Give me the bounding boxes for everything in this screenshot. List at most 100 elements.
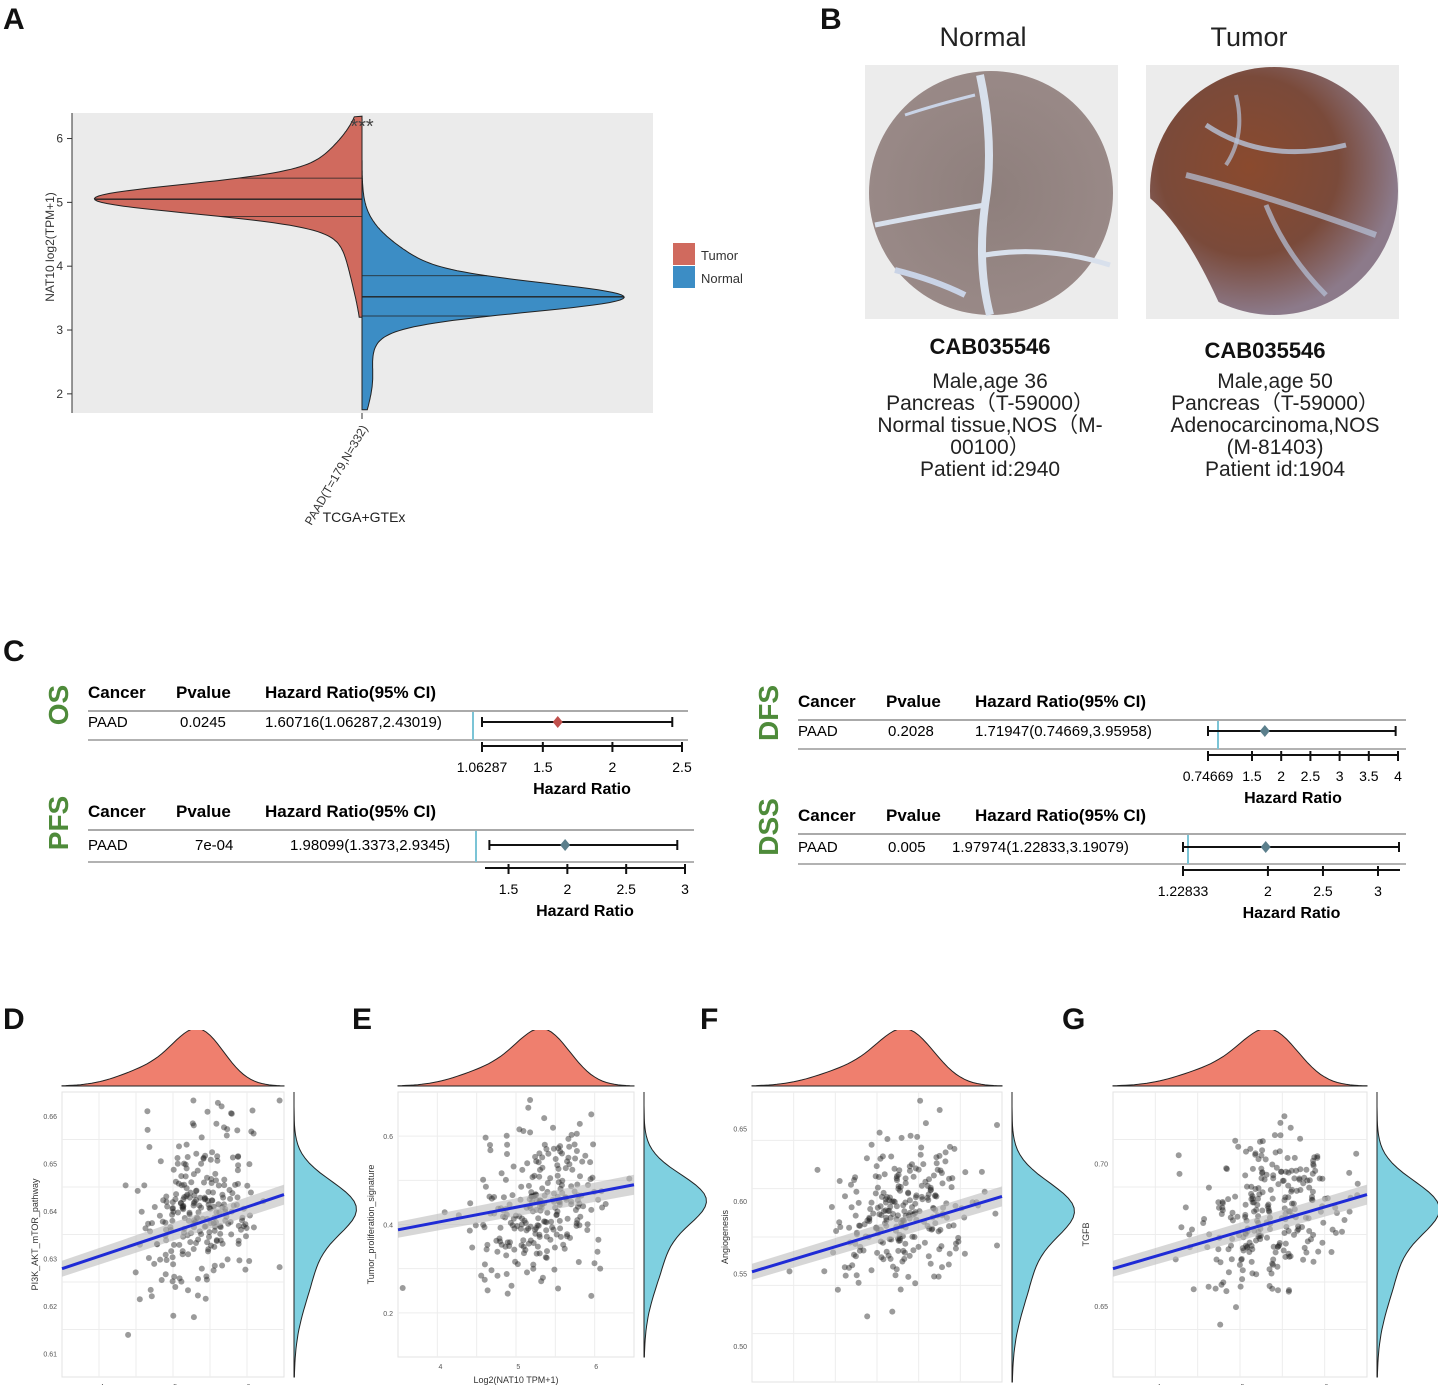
- legend-label-normal: Normal: [701, 271, 743, 286]
- scatter-point: [1229, 1217, 1236, 1224]
- scatter-point: [573, 1148, 580, 1154]
- scatter-point: [1282, 1253, 1289, 1260]
- scatter-point: [901, 1255, 908, 1262]
- scatter-point: [169, 1205, 176, 1212]
- scatter-point: [1291, 1231, 1297, 1238]
- scatter-point: [163, 1257, 170, 1263]
- scatter-point: [533, 1225, 540, 1231]
- cell-cancer: PAAD: [798, 839, 838, 856]
- ihc-tumor-line: Male,age 50: [1217, 370, 1333, 393]
- scatter-point: [557, 1143, 564, 1150]
- scatter-point: [486, 1193, 493, 1200]
- scatter-point: [206, 1229, 213, 1236]
- scatter-point: [856, 1222, 863, 1229]
- scatter-point: [910, 1173, 917, 1180]
- cell-hr: 1.98099(1.3373,2.9345): [290, 837, 450, 854]
- scatter-point: [555, 1179, 562, 1186]
- scatter-point: [171, 1273, 178, 1280]
- scatter-point: [1285, 1182, 1292, 1189]
- scatter-point: [1311, 1154, 1318, 1161]
- scatter-point: [1228, 1242, 1234, 1249]
- scatter-point: [1285, 1228, 1292, 1234]
- scatter-point: [530, 1265, 537, 1272]
- scatter-point: [198, 1160, 205, 1167]
- scatter-point: [868, 1267, 875, 1274]
- scatter-point: [566, 1161, 573, 1168]
- scatter-point: [202, 1295, 209, 1302]
- scatter-point: [559, 1150, 565, 1157]
- forest-tick-label: 2: [563, 881, 571, 897]
- scatter-point: [498, 1170, 505, 1177]
- scatter-point: [1308, 1236, 1314, 1243]
- scatter-point: [992, 1210, 999, 1217]
- scatter-point: [962, 1169, 969, 1176]
- scatter-point: [239, 1217, 245, 1224]
- scatter-point: [1236, 1261, 1243, 1268]
- scatter-point: [1294, 1227, 1301, 1234]
- scatter-point: [549, 1224, 556, 1231]
- scatter-point: [553, 1231, 560, 1238]
- scatter-point: [1287, 1124, 1294, 1131]
- scatter-point: [937, 1226, 944, 1233]
- scatter-point: [228, 1110, 235, 1117]
- scatter-point: [181, 1194, 188, 1201]
- scatter-point: [852, 1253, 859, 1260]
- scatter-point: [922, 1120, 929, 1127]
- scatter-point: [936, 1246, 943, 1253]
- scatter-y-label: TGFB: [1081, 1223, 1091, 1247]
- scatter-point: [894, 1177, 900, 1184]
- scatter-point: [1284, 1155, 1291, 1161]
- scatter-point: [1320, 1219, 1327, 1226]
- scatter-point: [525, 1240, 532, 1247]
- scatter-point: [1270, 1172, 1277, 1179]
- scatter-y-tick: 0.6: [383, 1134, 393, 1141]
- y-tick-label: 4: [56, 259, 63, 273]
- header-cancer: Cancer: [88, 683, 146, 702]
- scatter-point: [198, 1134, 205, 1141]
- scatter-point: [1319, 1175, 1326, 1182]
- scatter-point: [906, 1197, 913, 1204]
- scatter-point: [936, 1152, 943, 1159]
- scatter-point: [1269, 1195, 1276, 1202]
- scatter-point: [564, 1231, 571, 1238]
- scatter-point: [183, 1185, 190, 1192]
- scatter-point: [1176, 1170, 1183, 1177]
- scatter-point: [1248, 1242, 1255, 1249]
- scatter-point: [877, 1155, 884, 1162]
- scatter-point: [204, 1174, 210, 1181]
- scatter-point: [952, 1245, 959, 1252]
- scatter-point: [494, 1272, 501, 1279]
- scatter-point: [1277, 1119, 1284, 1126]
- scatter-point: [856, 1247, 863, 1254]
- scatter-y-tick: 0.62: [43, 1304, 57, 1311]
- scatter-point: [193, 1150, 200, 1157]
- scatter-point: [1225, 1196, 1232, 1203]
- scatter-point: [915, 1243, 922, 1250]
- scatter-point: [1281, 1230, 1288, 1236]
- scatter-point: [1310, 1161, 1317, 1167]
- scatter-y-tick: 0.65: [1094, 1304, 1108, 1311]
- scatter-point: [1270, 1256, 1277, 1263]
- scatter-point: [905, 1189, 912, 1196]
- scatter-point: [247, 1189, 254, 1196]
- scatter-point: [1201, 1216, 1208, 1222]
- scatter-point: [1291, 1154, 1298, 1161]
- scatter-point: [1312, 1167, 1319, 1174]
- scatter-point: [151, 1260, 158, 1267]
- scatter-point: [1283, 1168, 1289, 1175]
- scatter-point: [547, 1236, 554, 1243]
- scatter-point: [895, 1237, 902, 1244]
- scatter-point: [887, 1194, 893, 1201]
- scatter-point: [1233, 1304, 1239, 1311]
- scatter-point: [1346, 1208, 1353, 1215]
- scatter-point: [177, 1200, 184, 1206]
- legend-swatch-normal: [673, 266, 695, 288]
- scatter-point: [994, 1122, 1000, 1128]
- scatter-point: [573, 1222, 580, 1229]
- scatter-point: [226, 1187, 233, 1193]
- scatter-point: [509, 1192, 516, 1199]
- scatter-point: [893, 1203, 900, 1210]
- scatter-point: [1276, 1242, 1283, 1249]
- scatter-point: [857, 1222, 863, 1229]
